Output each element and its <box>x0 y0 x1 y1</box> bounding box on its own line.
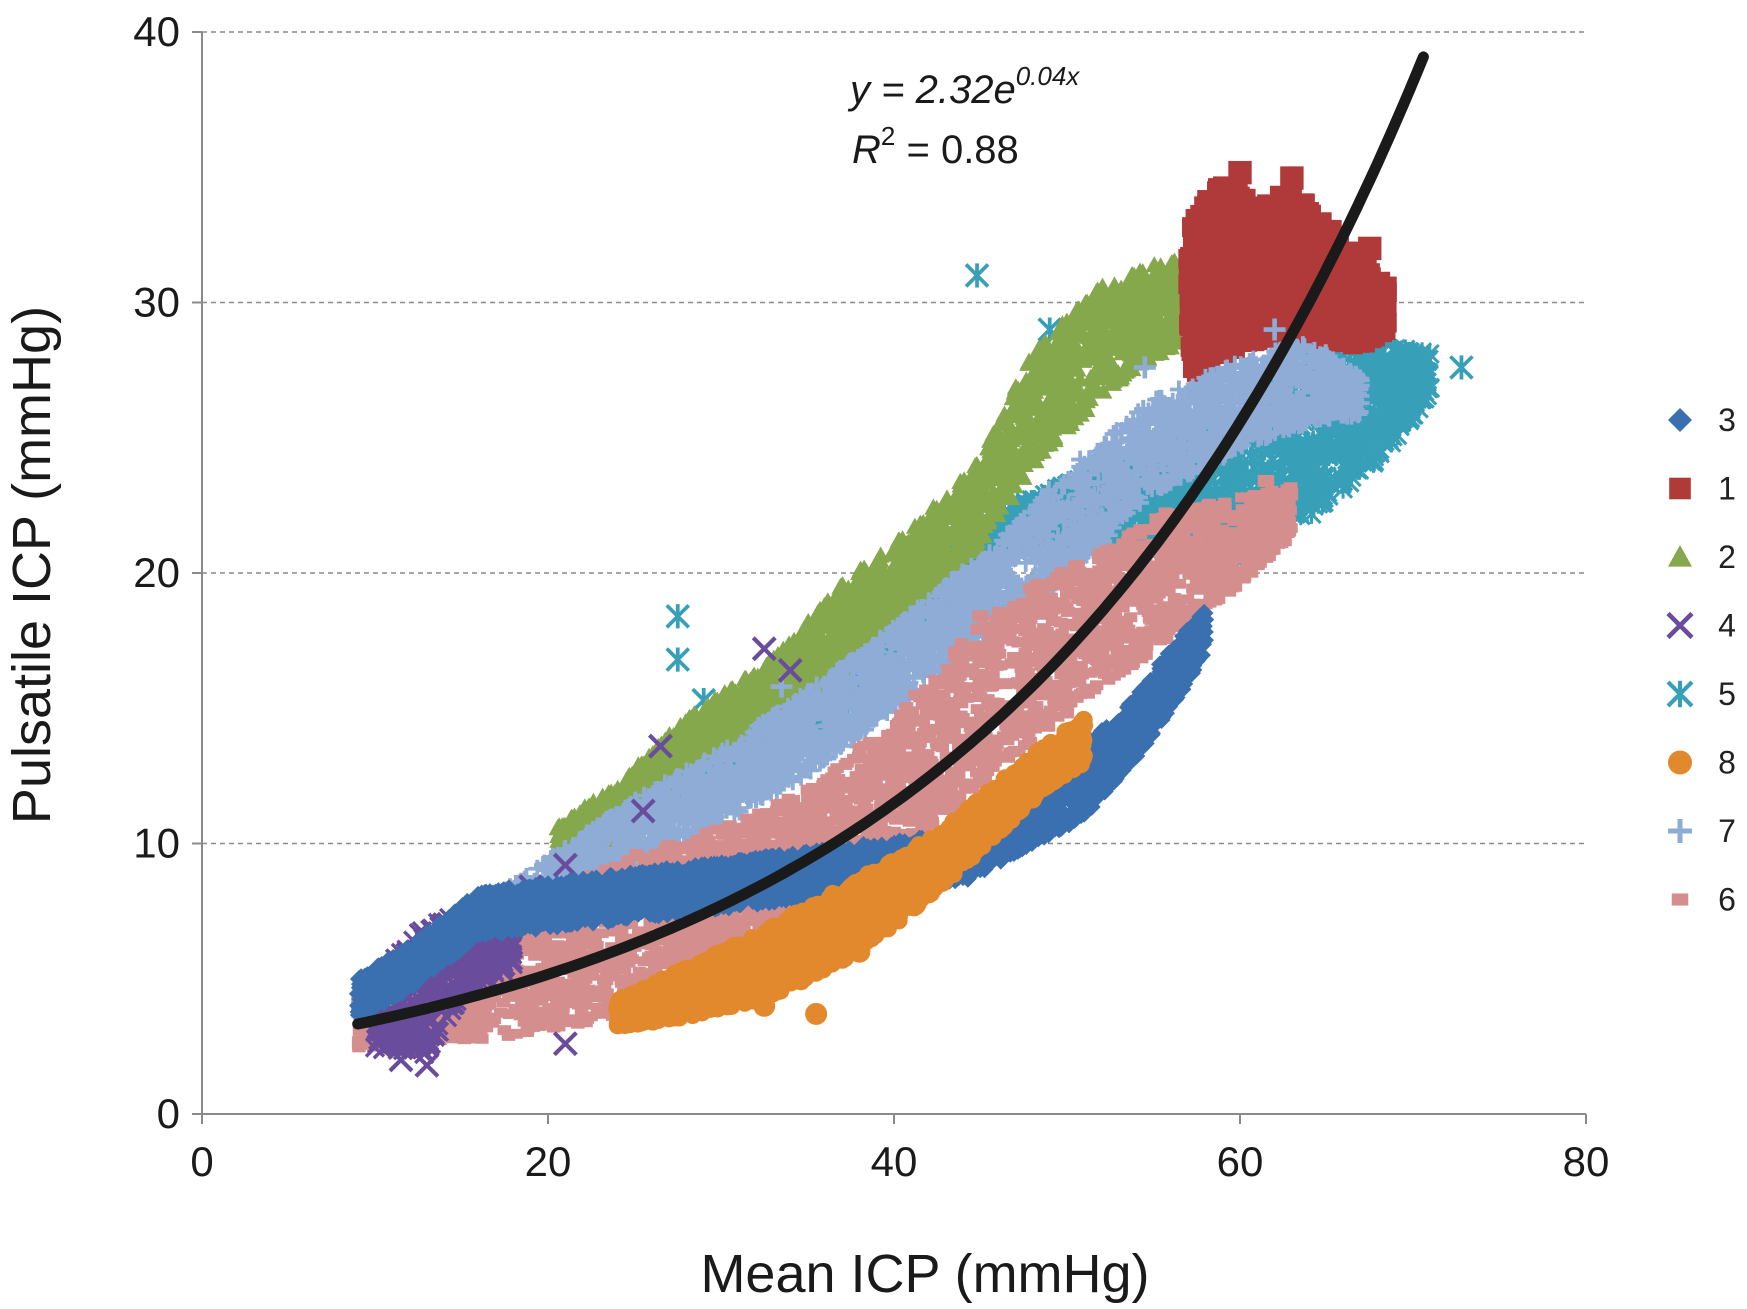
y-tick-label: 0 <box>157 1090 180 1137</box>
data-point <box>665 603 691 629</box>
x-tick-label: 20 <box>525 1138 572 1185</box>
data-point <box>665 647 691 672</box>
x-tick-label: 40 <box>871 1138 918 1185</box>
x-tick-label: 60 <box>1217 1138 1264 1185</box>
y-tick-label: 30 <box>133 279 180 326</box>
x-tick-label: 80 <box>1563 1138 1610 1185</box>
data-point <box>964 263 990 288</box>
y-tick-label: 40 <box>133 8 180 55</box>
y-tick-label: 10 <box>133 820 180 867</box>
data-point <box>1449 355 1474 380</box>
axes: 0 10 20 30 40 0 20 40 60 80 <box>133 8 1609 1185</box>
x-tick-label: 0 <box>190 1138 213 1185</box>
y-tick-label: 20 <box>133 549 180 596</box>
data-points <box>348 160 1474 1078</box>
